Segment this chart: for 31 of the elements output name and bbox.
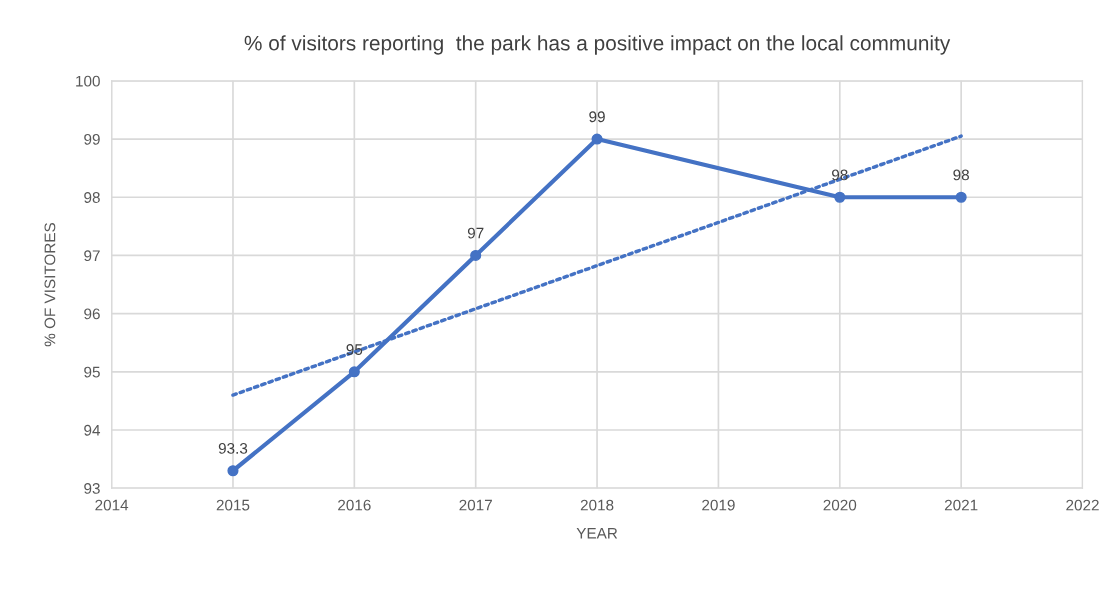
y-axis-title: % OF VISITORES xyxy=(44,222,56,347)
x-tick-label: 2019 xyxy=(702,499,735,511)
y-tick-label: 100 xyxy=(76,75,100,87)
x-tick-label: 2015 xyxy=(216,499,250,511)
x-tick-label: 2017 xyxy=(459,499,492,511)
data-label: 98 xyxy=(953,169,969,181)
y-tick-label: 96 xyxy=(84,308,100,320)
point xyxy=(348,366,360,378)
x-tick-label: 2016 xyxy=(338,499,371,511)
chart-title: % of visitors reporting the park has a positive impact on the local community xyxy=(244,35,951,55)
point xyxy=(470,249,482,261)
y-tick-label: 98 xyxy=(84,192,100,203)
point xyxy=(955,191,967,203)
x-tick-label: 2018 xyxy=(580,499,614,511)
y-tick-label: 93 xyxy=(84,483,100,494)
y-tick-label: 95 xyxy=(84,366,100,378)
point xyxy=(591,133,603,145)
y-tick-label: 99 xyxy=(84,133,100,145)
data-label: 98 xyxy=(832,169,848,181)
data-label: 93.3 xyxy=(218,443,248,454)
x-tick-label: 2014 xyxy=(95,499,129,511)
y-tick-label: 94 xyxy=(84,424,101,436)
y-tick-label: 97 xyxy=(84,250,100,262)
x-tick-label: 2022 xyxy=(1066,499,1099,511)
data-label: 99 xyxy=(589,111,605,123)
x-tick-label: 2020 xyxy=(823,499,857,511)
point xyxy=(834,191,846,203)
x-axis-title: YEAR xyxy=(576,527,618,539)
point xyxy=(227,465,239,477)
data-label: 97 xyxy=(467,227,484,239)
x-tick-label: 2021 xyxy=(944,499,978,511)
